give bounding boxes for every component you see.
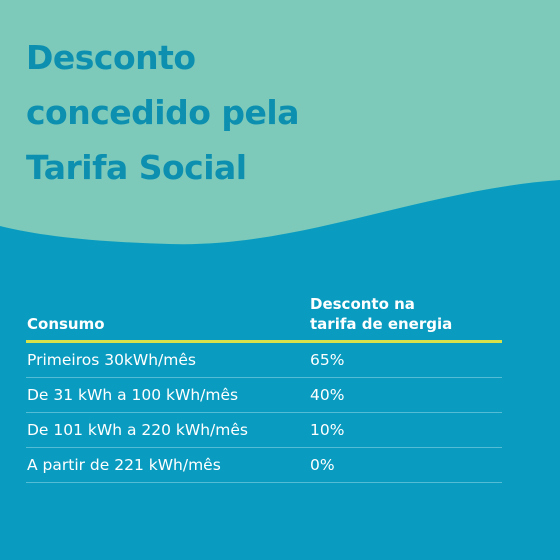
header-desconto-line-2: tarifa de energia (310, 315, 453, 333)
consumo-cell: Primeiros 30kWh/mês (27, 351, 196, 369)
table-row: De 31 kWh a 100 kWh/mês 40% (26, 378, 502, 413)
desconto-cell: 10% (310, 421, 345, 439)
table-header: Consumo Desconto na tarifa de energia (26, 290, 502, 340)
consumo-cell: A partir de 221 kWh/mês (27, 456, 221, 474)
title-line-2: concedido pela (26, 93, 299, 132)
table-row: De 101 kWh a 220 kWh/mês 10% (26, 413, 502, 448)
title-line-3: Tarifa Social (26, 148, 247, 187)
top-wave-shape (0, 0, 560, 245)
discount-table: Consumo Desconto na tarifa de energia Pr… (26, 290, 502, 483)
header-consumo: Consumo (27, 315, 105, 333)
header-rule (26, 340, 502, 343)
desconto-cell: 40% (310, 386, 345, 404)
consumo-cell: De 101 kWh a 220 kWh/mês (27, 421, 248, 439)
table-row: A partir de 221 kWh/mês 0% (26, 448, 502, 483)
header-desconto-line-1: Desconto na (310, 295, 415, 313)
title-line-1: Desconto (26, 38, 196, 77)
page-title: Desconto concedido pela Tarifa Social (26, 30, 299, 195)
consumo-cell: De 31 kWh a 100 kWh/mês (27, 386, 239, 404)
desconto-cell: 0% (310, 456, 335, 474)
table-row: Primeiros 30kWh/mês 65% (26, 343, 502, 378)
header-desconto: Desconto na tarifa de energia (310, 294, 452, 334)
desconto-cell: 65% (310, 351, 345, 369)
